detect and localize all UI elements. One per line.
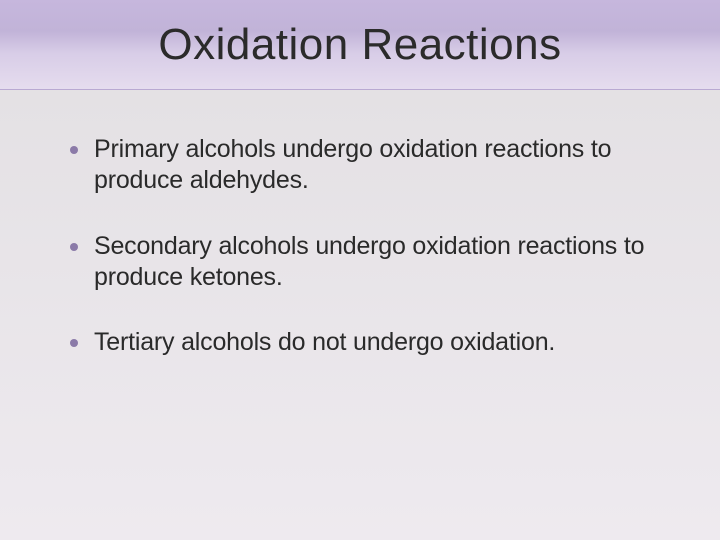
- bullet-icon: [70, 146, 78, 154]
- slide-title: Oxidation Reactions: [158, 20, 561, 70]
- bullet-text: Secondary alcohols undergo oxidation rea…: [94, 231, 650, 294]
- bullet-icon: [70, 243, 78, 251]
- bullet-item: Secondary alcohols undergo oxidation rea…: [70, 231, 650, 294]
- bullet-icon: [70, 339, 78, 347]
- title-band: Oxidation Reactions: [0, 0, 720, 90]
- bullet-text: Tertiary alcohols do not undergo oxidati…: [94, 327, 555, 358]
- bullet-text: Primary alcohols undergo oxidation react…: [94, 134, 650, 197]
- content-area: Primary alcohols undergo oxidation react…: [0, 90, 720, 358]
- bullet-item: Primary alcohols undergo oxidation react…: [70, 134, 650, 197]
- bullet-item: Tertiary alcohols do not undergo oxidati…: [70, 327, 650, 358]
